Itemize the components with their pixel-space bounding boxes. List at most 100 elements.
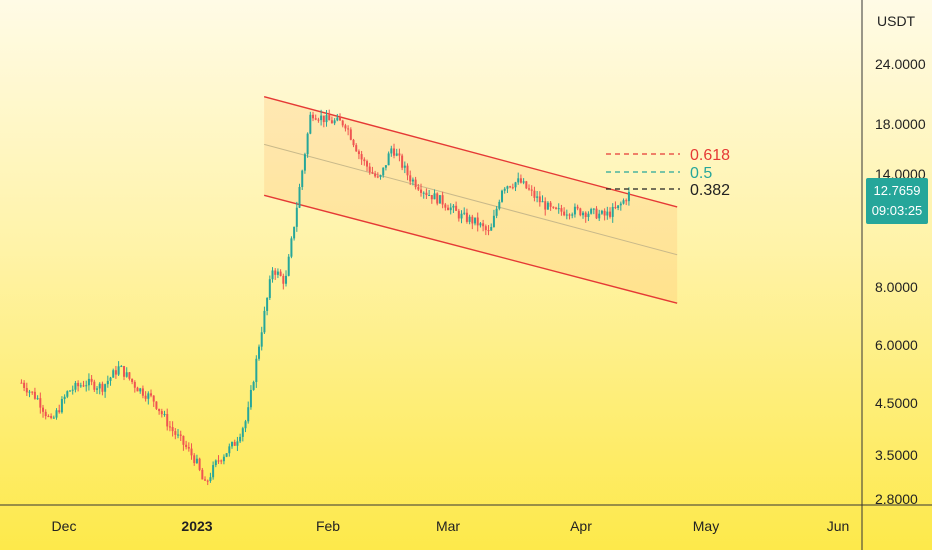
candle-body — [179, 434, 182, 436]
candle-body — [514, 182, 517, 188]
candle-body — [495, 208, 498, 216]
candle-body — [168, 426, 171, 428]
candle-body — [487, 230, 490, 232]
candle-body — [430, 195, 433, 200]
candle-body — [128, 372, 131, 379]
candle-body — [317, 119, 320, 121]
candle-body — [152, 395, 155, 402]
candle-body — [460, 213, 463, 219]
candle-body — [182, 435, 185, 445]
candle-body — [490, 227, 493, 231]
candle-body — [544, 201, 547, 210]
candle-body — [220, 460, 223, 462]
candle-body — [212, 465, 215, 478]
candle-body — [576, 206, 579, 209]
candle-body — [560, 208, 563, 212]
candle-body — [457, 210, 460, 219]
candle-body — [201, 469, 204, 480]
candle-body — [395, 153, 398, 156]
candle-body — [403, 165, 406, 168]
candle-body — [166, 413, 169, 427]
candle-body — [39, 398, 42, 408]
candle-body — [328, 115, 331, 121]
candle-body — [455, 205, 458, 211]
y-tick-label: 24.0000 — [875, 56, 926, 72]
candle-body — [279, 271, 282, 276]
candle-body — [436, 193, 439, 204]
candle-body — [66, 391, 69, 397]
candle-body — [506, 186, 509, 189]
candle-body — [96, 388, 99, 390]
x-tick-label: Apr — [570, 518, 592, 534]
candle-body — [600, 210, 603, 214]
candle-body — [150, 393, 153, 396]
candle-body — [557, 208, 560, 210]
candle-body — [252, 381, 255, 390]
candle-body — [344, 125, 347, 129]
candle-body — [568, 214, 571, 216]
currency-label: USDT — [877, 13, 916, 29]
y-tick-label: 6.0000 — [875, 337, 918, 353]
candle-body — [398, 153, 401, 156]
candle-body — [298, 187, 301, 208]
candle-body — [55, 410, 58, 418]
candle-body — [20, 382, 23, 384]
candle-body — [274, 270, 277, 275]
candle-body — [239, 436, 242, 442]
candle-body — [349, 129, 352, 140]
candle-body — [301, 170, 304, 188]
candle-body — [492, 215, 495, 228]
candle-body — [58, 410, 61, 413]
candle-body — [236, 441, 239, 446]
candle-body — [136, 387, 139, 392]
candle-body — [422, 192, 425, 194]
x-tick-label: 2023 — [181, 518, 212, 534]
fib-label: 0.382 — [690, 182, 730, 199]
candle-body — [611, 206, 614, 217]
candle-body — [293, 226, 296, 239]
y-tick-label: 3.5000 — [875, 447, 918, 463]
candle-body — [114, 370, 117, 375]
candle-body — [147, 393, 150, 399]
candle-body — [609, 211, 612, 217]
candle-body — [87, 378, 90, 386]
candle-body — [366, 161, 369, 167]
candle-body — [347, 128, 350, 130]
candle-body — [420, 189, 423, 193]
candle-body — [498, 201, 501, 209]
candle-body — [379, 175, 382, 177]
candle-body — [363, 159, 366, 162]
candle-body — [336, 117, 339, 121]
candle-body — [503, 188, 506, 191]
candle-body — [428, 195, 431, 197]
candle-body — [322, 115, 325, 123]
candle-body — [82, 385, 85, 387]
candle-body — [104, 384, 107, 392]
candle-body — [47, 416, 50, 418]
candle-body — [414, 179, 417, 188]
candle-body — [368, 166, 371, 173]
candle-body — [603, 210, 606, 216]
candle-body — [266, 297, 269, 311]
candle-body — [268, 279, 271, 298]
candle-body — [325, 115, 328, 123]
candle-body — [465, 212, 468, 222]
candle-body — [187, 447, 190, 449]
fib-label: 0.5 — [690, 165, 712, 182]
candle-body — [123, 366, 126, 377]
candle-body — [69, 390, 72, 392]
candle-body — [206, 480, 209, 482]
candle-body — [36, 398, 39, 400]
candle-body — [106, 380, 109, 385]
candle-body — [530, 189, 533, 191]
candle-body — [214, 460, 217, 466]
candle-body — [131, 378, 134, 382]
candle-body — [42, 407, 45, 412]
candle-body — [303, 154, 306, 171]
candle-body — [79, 385, 82, 387]
candle-body — [171, 427, 174, 432]
candle-body — [33, 391, 36, 399]
candle-body — [538, 196, 541, 203]
